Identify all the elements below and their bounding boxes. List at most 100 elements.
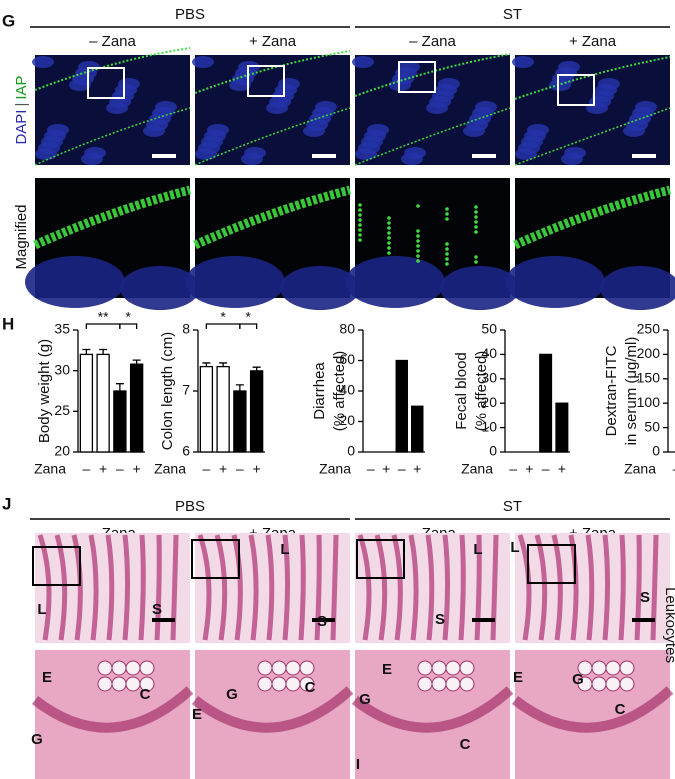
iap-dot — [474, 205, 478, 209]
iap-dot — [387, 231, 391, 235]
y-axis-label: in serum (μg/ml) — [623, 337, 640, 446]
nucleus — [352, 56, 374, 68]
image-annotation: L — [37, 601, 46, 618]
nucleus — [120, 266, 200, 310]
crypt — [602, 534, 610, 641]
goblet-cell — [605, 676, 621, 692]
iap-dot — [387, 251, 391, 255]
iap-dot — [416, 204, 420, 208]
x-tick-label: – — [82, 461, 90, 477]
y-tick-label: 40 — [481, 345, 497, 361]
bar — [411, 405, 424, 453]
inset-box — [191, 539, 240, 579]
goblet-cell — [459, 660, 475, 676]
crypt — [37, 534, 52, 641]
nucleus — [244, 147, 266, 159]
significance-label: * — [220, 309, 226, 325]
iap-dot — [358, 208, 362, 212]
panel-label: G — [2, 11, 15, 30]
error-bar — [132, 359, 141, 365]
row-label: DAPI | IAP — [13, 75, 30, 144]
iap-dot — [474, 255, 478, 259]
crypt — [314, 534, 322, 641]
iap-dot — [474, 225, 478, 229]
crypt — [298, 534, 306, 641]
goblet-cell — [299, 676, 315, 692]
nucleus — [367, 124, 389, 136]
y-tick-label: 0 — [652, 443, 660, 459]
crypt — [357, 534, 372, 641]
y-tick-label: 25 — [54, 402, 70, 418]
y-tick-label: 6 — [182, 443, 190, 459]
goblet-cell — [299, 660, 315, 676]
nucleus — [598, 78, 620, 90]
crypt — [425, 534, 435, 641]
goblet-cell — [257, 676, 273, 692]
x-tick-label: + — [99, 461, 107, 477]
iap-dot — [416, 239, 420, 243]
crypt — [231, 534, 243, 641]
iap-dot — [387, 241, 391, 245]
iap-dot — [445, 257, 449, 261]
nucleus — [25, 256, 125, 308]
goblet-cell — [257, 660, 273, 676]
error-bar — [219, 362, 228, 367]
row-label-sep: | — [13, 103, 30, 107]
image-annotation: I — [356, 756, 360, 773]
image-annotation: G — [31, 731, 43, 748]
nucleus — [84, 147, 106, 159]
bar — [555, 402, 569, 453]
significance-label: ** — [98, 309, 109, 325]
error-bar — [202, 362, 211, 367]
x-tick-label: – — [509, 461, 517, 477]
image-annotation: L — [510, 539, 519, 556]
nucleus — [558, 61, 580, 73]
crypt — [618, 534, 626, 641]
y-tick-label: 8 — [182, 321, 190, 337]
iap-dot — [445, 242, 449, 246]
goblet-cell — [431, 660, 447, 676]
crypt — [391, 534, 403, 641]
y-axis-label: Colon length (cm) — [159, 332, 176, 450]
x-tick-label: – — [398, 461, 406, 477]
goblet-cell — [619, 676, 635, 692]
y-axis-label: (% affected) — [473, 351, 490, 432]
iap-stain — [354, 53, 511, 97]
inset-box — [398, 61, 436, 93]
iap-band — [33, 185, 192, 250]
crypt — [170, 534, 179, 641]
image-annotation: C — [305, 679, 316, 696]
nucleus — [512, 56, 534, 68]
figure-body: G PBS ST– Zana + Zana – Zana + ZanaDAPI|IAPMa… — [2, 6, 675, 779]
x-tick-label: + — [133, 461, 141, 477]
goblet-cell — [271, 660, 287, 676]
nucleus — [32, 56, 54, 68]
nucleus — [185, 256, 285, 308]
goblet-cell — [125, 660, 141, 676]
y-tick-label: 30 — [481, 370, 497, 386]
goblet-cell — [445, 660, 461, 676]
x-tick-label: + — [219, 461, 227, 477]
x-tick-label: – — [202, 461, 210, 477]
inset-box — [557, 74, 595, 106]
iap-dot — [358, 228, 362, 232]
significance-bracket — [119, 323, 138, 329]
goblet-cell — [605, 660, 621, 676]
panel-label: H — [2, 314, 14, 333]
iap-dot — [445, 207, 449, 211]
inset-box — [356, 539, 405, 579]
crypt — [374, 534, 388, 641]
nucleus — [527, 124, 549, 136]
y-tick-label: 20 — [54, 443, 70, 459]
x-tick-label: + — [558, 461, 566, 477]
crypt — [197, 534, 212, 641]
image-annotation: E — [382, 661, 392, 678]
goblet-cell — [417, 660, 433, 676]
x-tick-label: – — [367, 461, 375, 477]
y-tick-label: 0 — [347, 443, 355, 459]
y-tick-label: 50 — [644, 418, 660, 434]
image-annotation: G — [226, 686, 238, 703]
crypt — [88, 534, 99, 641]
goblet-cell — [591, 676, 607, 692]
iap-dot — [358, 203, 362, 207]
